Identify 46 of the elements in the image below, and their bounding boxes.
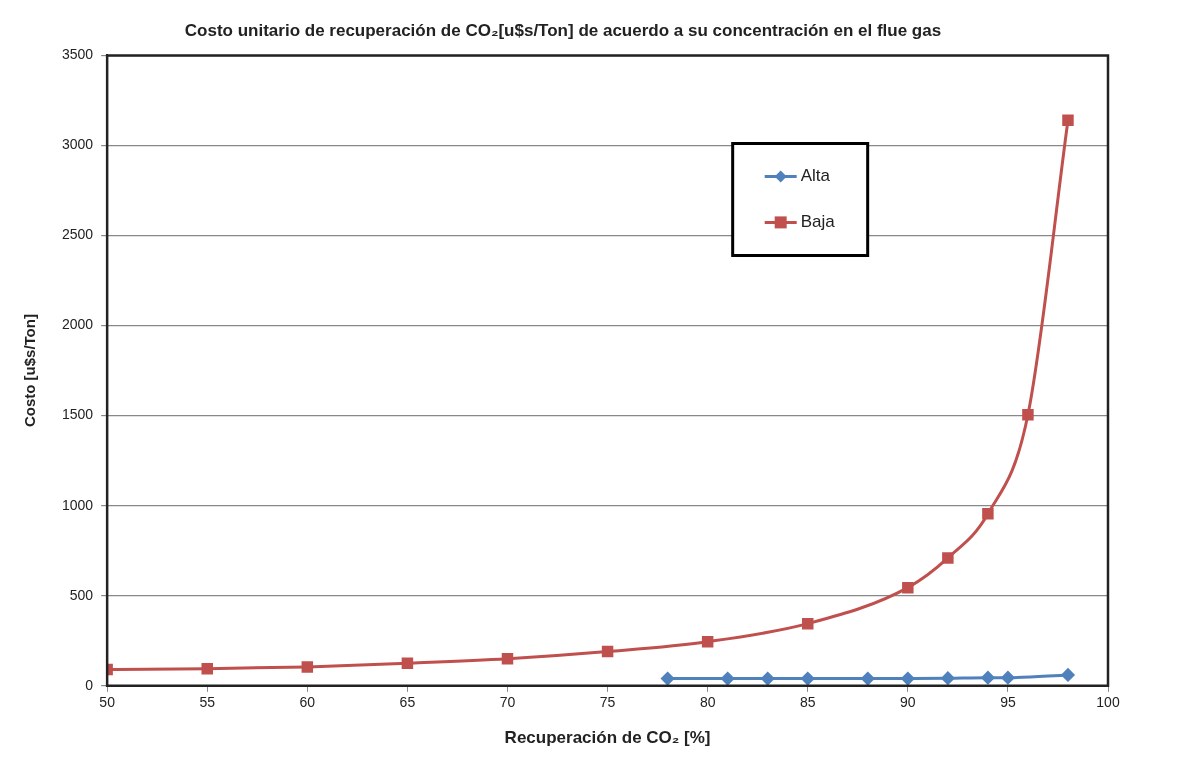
x-tick-label: 80 <box>699 694 716 711</box>
x-tick-label: 50 <box>99 694 116 711</box>
x-tick-label: 90 <box>900 694 916 711</box>
x-tick-label: 65 <box>399 694 416 711</box>
x-tick-label: 85 <box>799 694 816 711</box>
point <box>942 552 954 564</box>
point <box>901 672 915 686</box>
point <box>401 657 414 670</box>
point <box>501 653 514 665</box>
point <box>1061 668 1075 682</box>
legend-label: Baja <box>800 212 836 232</box>
point <box>1022 408 1034 421</box>
x-tick-label: 100 <box>1096 694 1120 711</box>
y-tick-label: 2500 <box>61 226 94 243</box>
point <box>1062 114 1074 126</box>
x-tick-label: 55 <box>199 694 216 711</box>
point <box>861 672 875 686</box>
point <box>802 617 814 630</box>
point <box>1001 671 1015 685</box>
point <box>801 672 815 686</box>
y-axis-title: Costo [u$s/Ton] <box>21 314 39 428</box>
x-tick-label: 75 <box>599 694 616 711</box>
point <box>902 581 914 594</box>
point <box>941 671 955 685</box>
y-tick-label: 3000 <box>61 136 94 153</box>
point <box>982 508 994 520</box>
y-tick-label: 1000 <box>61 496 94 513</box>
x-tick-label: 60 <box>299 694 316 711</box>
point <box>201 662 213 675</box>
point <box>721 672 735 686</box>
point <box>981 671 995 685</box>
y-tick-label: 2000 <box>61 316 94 333</box>
x-axis-title: Recuperación de CO₂ [%] <box>504 728 711 748</box>
chart-title: Costo unitario de recuperación de CO₂[u$s/Ton] de acuerdo a su concentración en el flue gas <box>184 20 942 40</box>
y-tick-label: 0 <box>85 676 94 693</box>
x-tick-label: 95 <box>1000 694 1016 711</box>
y-tick-label: 1500 <box>61 406 94 423</box>
point <box>701 635 714 648</box>
legend-label: Alta <box>800 166 831 186</box>
y-tick-label: 3500 <box>61 46 94 63</box>
point <box>601 645 614 658</box>
point <box>301 661 314 673</box>
point <box>761 672 775 686</box>
y-tick-label: 500 <box>69 586 94 603</box>
point <box>661 672 675 686</box>
x-tick-label: 70 <box>499 694 516 711</box>
